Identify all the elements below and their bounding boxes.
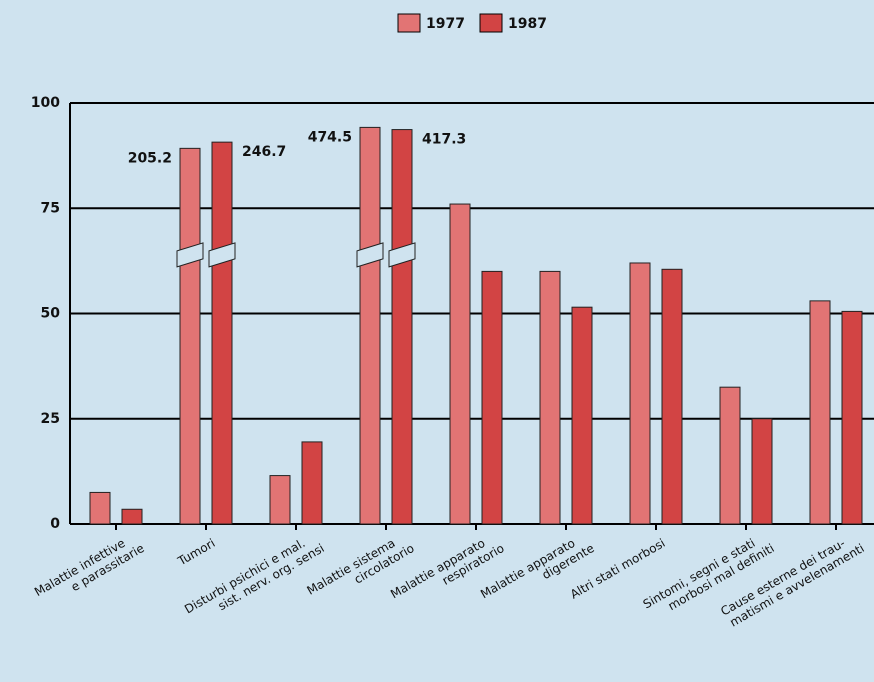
value-label: 205.2 [128, 150, 172, 166]
bar [481, 270, 503, 525]
bar [359, 126, 381, 525]
y-tick-label: 25 [41, 411, 60, 427]
bar [629, 262, 651, 525]
bar [661, 268, 683, 525]
axis-break [208, 242, 236, 268]
value-label: 246.7 [242, 144, 286, 160]
y-tick-label: 75 [41, 200, 60, 216]
y-tick-label: 0 [50, 516, 60, 532]
bar [841, 310, 863, 525]
legend-swatch [397, 13, 421, 33]
bar [809, 300, 831, 525]
bar [571, 306, 593, 525]
legend-swatch [479, 13, 503, 33]
bar [539, 270, 561, 525]
value-label: 474.5 [308, 129, 352, 145]
bar [751, 418, 773, 525]
legend-label: 1987 [508, 16, 547, 32]
y-tick-label: 100 [31, 95, 60, 111]
bar [89, 491, 111, 525]
bar [269, 475, 291, 525]
bar [449, 203, 471, 525]
bar [121, 508, 143, 525]
bar [211, 141, 233, 525]
bar [391, 129, 413, 525]
bar [179, 147, 201, 525]
value-label: 417.3 [422, 132, 466, 148]
axis-break [176, 242, 204, 268]
axis-break [356, 242, 384, 268]
y-tick-label: 50 [41, 306, 61, 322]
axis-break [388, 242, 416, 268]
legend-label: 1977 [426, 16, 465, 32]
bar [719, 386, 741, 525]
bar [301, 441, 323, 525]
